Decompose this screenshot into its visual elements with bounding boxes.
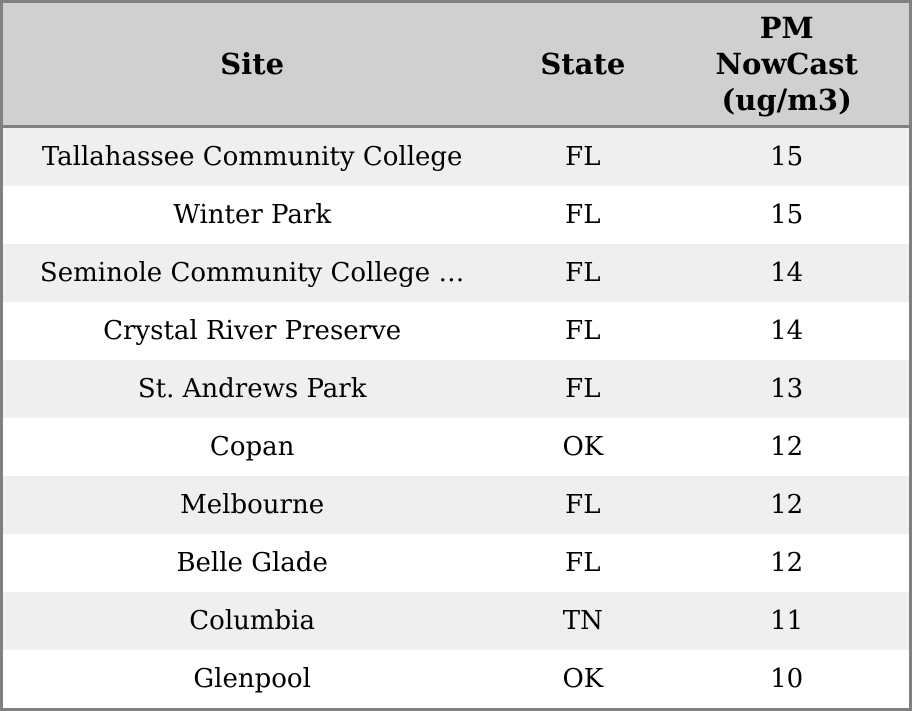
pm-nowcast-table: Site State PM NowCast (ug/m3) Tallahasse… [3,3,909,708]
state-cell: FL [565,490,601,520]
site-cell: Copan [209,432,295,462]
column-header-state: State [501,3,665,128]
column-header-site: Site [3,3,502,128]
table-row: St. Andrews Park FL 13 [3,360,909,418]
site-cell: Glenpool [193,664,311,694]
state-cell: FL [565,258,601,288]
table-row: Glenpool OK 10 [3,650,909,708]
site-cell: Winter Park [173,200,332,230]
state-cell: FL [565,374,601,404]
pm-cell: 10 [770,664,804,694]
pm-cell: 14 [770,258,804,288]
table-row: Winter Park FL 15 [3,186,909,244]
state-cell: FL [565,548,601,578]
pm-cell: 15 [770,200,804,230]
pm-cell: 12 [770,548,804,578]
header-row: Site State PM NowCast (ug/m3) [3,3,909,128]
state-cell: OK [562,432,604,462]
state-cell: OK [562,664,604,694]
column-header-state-label: State [540,47,626,81]
state-cell: FL [565,200,601,230]
table-row: Tallahassee Community College FL 15 [3,126,909,186]
state-cell: FL [565,316,601,346]
table-header: Site State PM NowCast (ug/m3) [3,3,909,128]
column-header-site-label: Site [220,47,285,81]
pm-cell: 12 [770,432,804,462]
table-row: Copan OK 12 [3,418,909,476]
site-cell: Columbia [189,606,316,636]
site-cell: St. Andrews Park [137,374,367,404]
column-header-pm-nowcast: PM NowCast (ug/m3) [664,3,909,128]
pm-cell: 12 [770,490,804,520]
site-cell: Seminole Community College … [39,258,465,288]
table-row: Melbourne FL 12 [3,476,909,534]
table-row: Belle Glade FL 12 [3,534,909,592]
state-cell: TN [562,606,603,636]
site-cell: Belle Glade [176,548,328,578]
table-row: Columbia TN 11 [3,592,909,650]
site-cell: Tallahassee Community College [41,142,463,172]
column-header-pm-nowcast-label: PM NowCast (ug/m3) [715,11,858,117]
table-row: Crystal River Preserve FL 14 [3,302,909,360]
pm-cell: 13 [770,374,804,404]
state-cell: FL [565,142,601,172]
site-cell: Melbourne [180,490,325,520]
table-row: Seminole Community College … FL 14 [3,244,909,302]
pm-cell: 11 [770,606,804,636]
pm-cell: 14 [770,316,804,346]
pm-cell: 15 [770,142,804,172]
site-cell: Crystal River Preserve [103,316,402,346]
table-body: Tallahassee Community College FL 15 Wint… [3,126,909,708]
